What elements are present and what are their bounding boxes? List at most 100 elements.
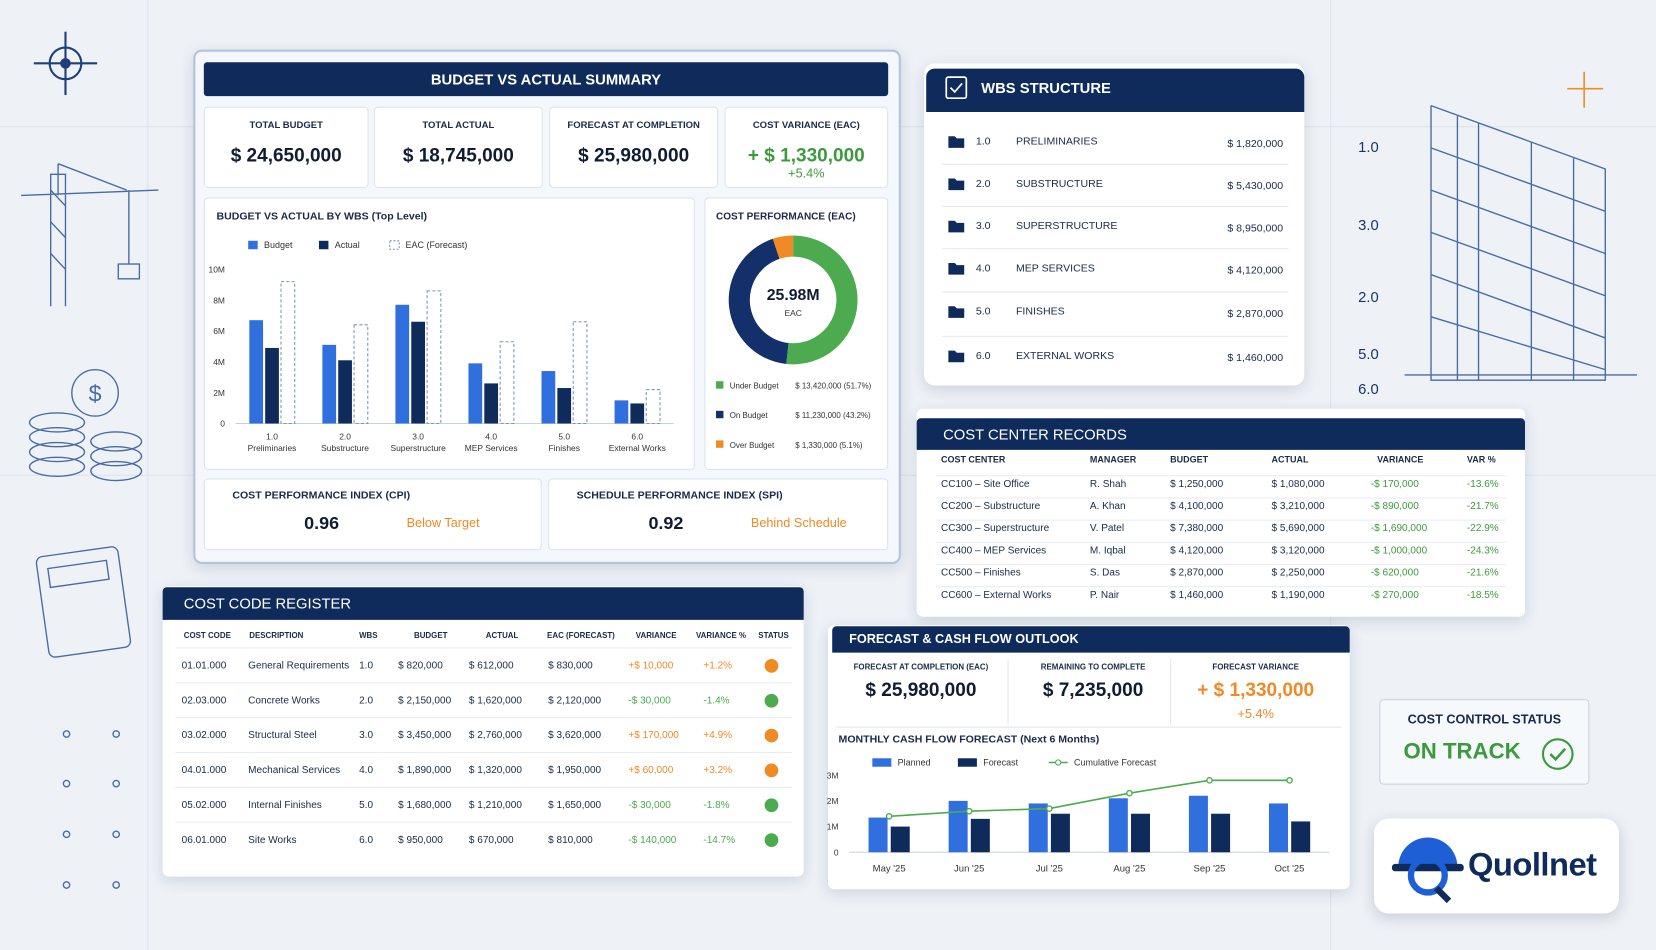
donut-center-sub: EAC [784, 308, 801, 318]
row-divider [175, 821, 793, 823]
kpi-divider [1170, 659, 1172, 725]
bar [353, 324, 369, 425]
x-tick-label: Substructure [321, 443, 369, 453]
bar [1188, 795, 1208, 853]
legend-label: EAC (Forecast) [406, 240, 468, 250]
y-tick-label: 6M [213, 326, 225, 336]
index-card [548, 478, 889, 551]
table-cell: 4.0 [359, 764, 374, 777]
table-cell: $ 2,120,000 [548, 694, 602, 707]
table-cell: 05.02.000 [181, 799, 227, 812]
kpi-sub: +5.4% [1237, 706, 1274, 722]
cost-code-title: COST CODE REGISTER [183, 594, 352, 612]
kpi-value: $ 25,980,000 [865, 679, 977, 701]
legend-swatch [872, 758, 892, 767]
logo-text: Quollnet [1467, 845, 1597, 883]
bar [541, 371, 556, 424]
table-cell: CC300 – Superstructure [940, 522, 1050, 535]
summary-title: BUDGET VS ACTUAL SUMMARY [430, 70, 662, 88]
bar [426, 290, 442, 425]
table-cell: $ 7,380,000 [1170, 522, 1224, 535]
y-tick-label: 4M [213, 357, 225, 367]
bar [411, 321, 425, 424]
table-header: BUDGET [413, 630, 448, 640]
table-cell: P. Nair [1089, 589, 1120, 601]
bar [265, 347, 279, 424]
bar [249, 320, 264, 424]
x-tick-label: May '25 [873, 863, 906, 874]
legend-label: Planned [898, 758, 931, 768]
legend-label: Cumulative Forecast [1074, 758, 1157, 768]
table-cell: $ 810,000 [548, 834, 593, 846]
row-divider [935, 475, 1506, 477]
wbs-title: WBS STRUCTURE [981, 79, 1111, 97]
bar [484, 383, 499, 424]
table-cell: $ 5,690,000 [1271, 522, 1325, 535]
line [889, 779, 1290, 818]
table-cell: Mechanical Services [248, 764, 341, 777]
kpi-value: + $ 1,330,000 [1197, 679, 1315, 701]
cost-center-title: COST CENTER RECORDS [943, 425, 1127, 443]
bar [868, 817, 888, 853]
bar [890, 826, 910, 853]
row-divider [175, 717, 793, 719]
table-cell: -22.9% [1466, 522, 1499, 535]
bar [948, 800, 968, 853]
bar [1108, 798, 1128, 853]
table-cell: $ 1,950,000 [548, 764, 602, 777]
x-tick-code: 6.0 [631, 431, 643, 441]
bar [468, 363, 483, 424]
table-header: VARIANCE [1377, 454, 1424, 465]
sketch-label: 6.0 [1358, 380, 1379, 398]
line-marker [965, 807, 973, 815]
chart: BUDGET VS ACTUAL BY WBS (Top Level) 0 2M 4M… [209, 211, 674, 453]
table-cell: $ 3,620,000 [548, 729, 602, 742]
index-status: Below Target [406, 515, 480, 531]
table-cell: V. Patel [1089, 522, 1125, 535]
forecast-header [832, 626, 1350, 653]
table-cell: $ 1,680,000 [398, 799, 452, 812]
wbs-name: SUPERSTRUCTURE [1015, 220, 1118, 233]
row-divider [935, 519, 1506, 521]
summary-header [203, 62, 889, 97]
line-marker [1206, 776, 1213, 784]
folder-icon [948, 306, 965, 318]
table-cell: -$ 30,000 [628, 799, 671, 812]
table-cell: 02.03.000 [181, 694, 227, 707]
logo-tail [1434, 885, 1452, 904]
kpi-card [373, 106, 543, 188]
row-divider [942, 163, 1289, 165]
legend-label: Budget [264, 240, 293, 250]
table-cell: +3.2% [703, 764, 733, 777]
table-cell: +1.2% [703, 660, 733, 672]
bar [630, 403, 645, 424]
status-value: ON TRACK [1403, 739, 1521, 764]
table-cell: -21.6% [1466, 567, 1499, 579]
table-cell: -$ 270,000 [1370, 589, 1419, 601]
table-cell: $ 4,100,000 [1170, 500, 1224, 513]
table-cell: CC500 – Finishes [940, 567, 1021, 579]
table-header: COST CODE [183, 630, 231, 640]
status-dot [764, 693, 779, 708]
x-tick-label: Jun '25 [954, 863, 984, 874]
kpi-label: TOTAL ACTUAL [422, 119, 495, 130]
table-cell: $ 820,000 [398, 660, 443, 672]
kpi-label: FORECAST AT COMPLETION [567, 119, 700, 130]
table-header: DESCRIPTION [249, 630, 304, 640]
wbs-code: 3.0 [975, 220, 991, 233]
wbs-name: PRELIMINARIES [1015, 136, 1098, 148]
table-header: VARIANCE [635, 630, 677, 640]
folder-icon [948, 220, 965, 233]
row-divider [942, 335, 1289, 337]
bar [572, 321, 588, 425]
table-cell: -18.5% [1466, 589, 1499, 601]
chart [1391, 837, 1464, 904]
kpi-value: $ 25,980,000 [578, 144, 690, 166]
kpi-value: $ 18,745,000 [402, 144, 514, 166]
table-cell: CC200 – Substructure [940, 500, 1041, 513]
bar [1291, 821, 1311, 853]
wbs-code: 4.0 [975, 262, 991, 275]
table-cell: -$ 170,000 [1370, 478, 1419, 491]
wbs-name: EXTERNAL WORKS [1015, 350, 1115, 363]
line-marker [1286, 776, 1293, 784]
